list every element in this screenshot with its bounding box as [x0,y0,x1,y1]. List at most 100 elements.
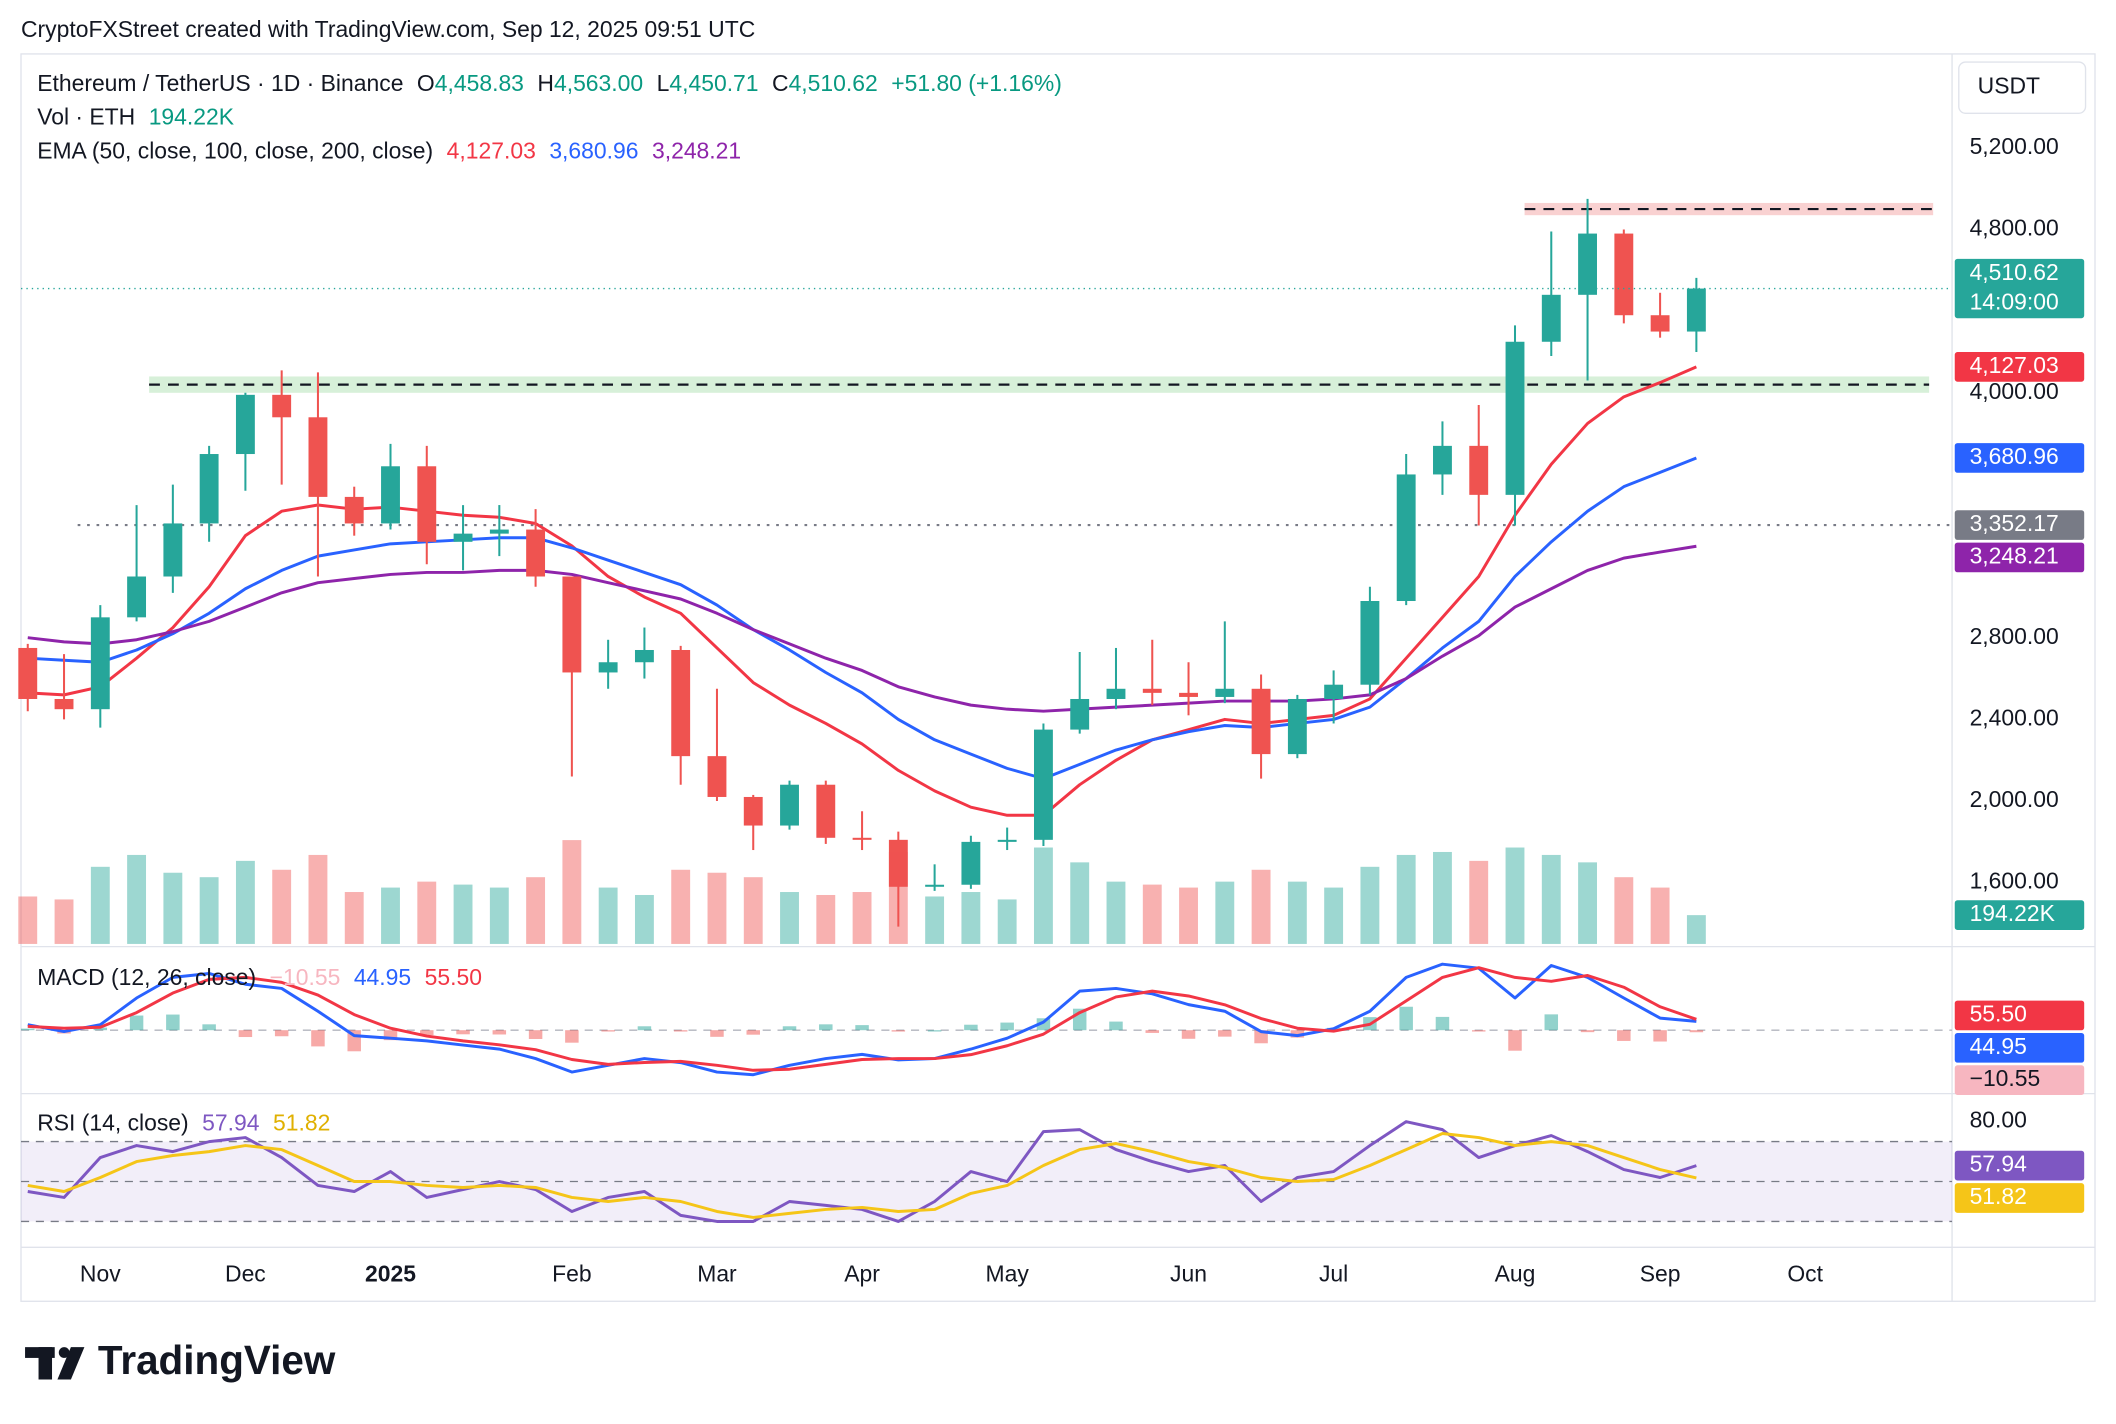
volume-bar [417,881,437,944]
ema-value: 4,127.03 [447,137,536,163]
histogram-bar [1435,1016,1450,1031]
candle-body [272,394,292,418]
volume-bar [163,872,183,944]
volume-bar [54,899,74,944]
candle-body [1179,692,1198,697]
volume-bar [1578,862,1597,944]
candle-body [925,884,945,887]
histogram-bar [673,1030,688,1032]
ohlc-value: 4,563.00 [554,70,643,96]
histogram-bar [1617,1030,1631,1041]
volume-bar [1360,866,1380,944]
change: +51.80 (+1.16%) [891,70,1062,96]
candle-body [743,796,763,826]
histogram-bar [565,1030,579,1043]
y-tick-label: 4,000.00 [1970,378,2059,404]
candle-body [1505,341,1525,495]
ohlc-value: 4,458.83 [435,70,524,96]
candle-body [961,841,981,885]
ema-legend: EMA (50, close, 100, close, 200, close) 4… [37,137,741,163]
histogram-bar [1653,1030,1667,1042]
badge-label: 194.22K [1970,900,2056,926]
candle-body [90,617,110,710]
candle-body [1469,445,1489,495]
volume-bar [562,840,582,944]
histogram-bar [1109,1021,1123,1031]
line-series [27,544,1697,713]
ohlc-value: 4,510.62 [789,70,878,96]
histogram-bar [1508,1030,1522,1051]
badge-label: 14:09:00 [1970,288,2059,314]
price-badge [1954,1000,2085,1031]
candle-body [707,756,727,797]
histogram-bar [1254,1030,1268,1044]
histogram-bar [420,1030,434,1036]
volume-bar [1324,887,1344,944]
histogram-bar [21,1028,35,1031]
y-tick-label: 80.00 [1970,1107,2027,1133]
price-badge [1954,510,2085,540]
symbol: Ethereum / TetherUS · 1D · Binance [37,70,403,96]
line-series [27,966,1697,1072]
price-badge [1954,258,2085,319]
volume-bar [199,877,219,944]
line-series [27,456,1697,781]
volume-bar [852,892,872,944]
volume-bar [634,894,654,944]
x-tick-label: Sep [1640,1261,1681,1287]
badge-label: −10.55 [1970,1065,2041,1091]
line-series [27,1132,1697,1219]
rsi-value: 51.82 [273,1110,330,1136]
candle-body [308,417,328,497]
histogram-bar [746,1030,760,1035]
candle-body [344,496,364,524]
histogram-bar [891,1030,906,1032]
volume-bar [453,884,473,944]
volume-bar [308,854,328,944]
candle-body [199,454,219,524]
histogram-bar [637,1026,652,1031]
candle-body [1142,688,1162,693]
x-tick-label: 2025 [365,1261,416,1287]
x-tick-label: Nov [80,1261,121,1287]
x-tick-label: Aug [1495,1261,1536,1287]
volume-bar [707,872,727,944]
line-series [27,962,1697,1077]
candle-body [1106,688,1126,699]
histogram-bar [1036,1018,1051,1031]
brand-logo [25,1347,85,1380]
macd-value: 55.50 [425,964,482,990]
volume-bar [1396,854,1416,944]
x-tick-label: Jul [1319,1261,1348,1287]
x-tick-label: Feb [552,1261,591,1287]
histogram-bar [819,1024,833,1031]
volume-bar [1614,877,1634,944]
badge-label: 4,510.62 [1970,259,2059,285]
volume-bar [1505,847,1525,944]
caption: CryptoFXStreet created with TradingView.… [21,16,755,42]
candle-body [1033,729,1053,840]
volume-bar [1142,884,1162,944]
candle-body [562,576,582,673]
candle-body [453,533,473,542]
currency-box[interactable] [1958,61,2087,114]
x-tick-label: May [986,1261,1030,1287]
x-tick-label: Apr [844,1261,880,1287]
currency[interactable]: USDT [1978,73,2040,99]
volume-bar [598,887,618,944]
candle-body [1396,474,1416,602]
histogram-bar [601,1030,615,1032]
volume-bar [1287,881,1307,944]
volume-bar [526,877,546,944]
histogram-bar [1580,1030,1595,1033]
ema-value: 3,680.96 [549,137,638,163]
candle-body [598,662,618,673]
histogram-bar [964,1024,978,1031]
price-badge [1954,542,2085,573]
candle-body [54,698,74,710]
volume-bar [961,892,981,944]
candle-body [1324,684,1344,699]
logo-part [57,1347,85,1380]
candle-body [489,529,509,534]
